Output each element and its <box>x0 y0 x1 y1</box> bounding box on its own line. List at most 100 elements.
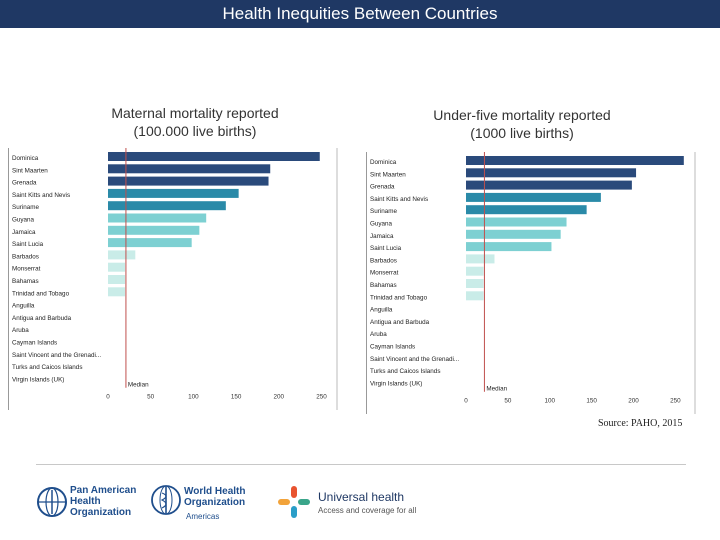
who-logo: World Health Organization Americas <box>150 484 260 524</box>
bar-1 <box>466 168 637 178</box>
paho-line-2: Health <box>70 496 101 507</box>
category-label: Virgin Islands (UK) <box>12 376 64 383</box>
bar-6 <box>466 229 561 239</box>
category-label: Sint Maarten <box>370 171 406 178</box>
category-label: Grenada <box>370 184 395 191</box>
maternal-mortality-chart: Dominica Sint Maarten Grenada Saint Kitts a… <box>8 148 338 410</box>
category-label: Dominica <box>370 159 397 166</box>
who-line-2: Organization <box>184 497 246 508</box>
uh-subtitle: Access and coverage for all <box>318 506 417 515</box>
x-tick-label: 50 <box>147 394 155 401</box>
category-label: Cayman Islands <box>12 340 57 347</box>
bar-5 <box>108 213 207 223</box>
under-five-mortality-chart: Dominica Sint Maarten Grenada Saint Kitts a… <box>366 152 696 414</box>
category-label: Bahamas <box>370 282 397 289</box>
source-note: Source: PAHO, 2015 <box>598 418 683 429</box>
category-label: Saint Kitts and Nevis <box>12 192 70 199</box>
category-label: Guyana <box>370 221 393 228</box>
category-label: Jamaica <box>370 233 394 240</box>
chart-1-title-line-2: (100.000 live births) <box>133 123 257 139</box>
x-tick-label: 50 <box>504 398 512 405</box>
category-label: Trinidad and Tobago <box>370 294 428 301</box>
x-tick-label: 100 <box>545 398 556 405</box>
category-label: Suriname <box>370 208 397 215</box>
x-tick-label: 200 <box>274 394 285 401</box>
bar-7 <box>466 242 552 252</box>
category-label: Monserrat <box>370 270 399 277</box>
category-label: Suriname <box>12 204 39 211</box>
category-label: Saint Lucia <box>12 241 44 248</box>
category-label: Aruba <box>12 327 29 334</box>
category-label: Grenada <box>12 180 37 187</box>
median-label: Median <box>486 386 507 393</box>
x-tick-label: 150 <box>586 398 597 405</box>
category-label: Virgin Islands (UK) <box>370 380 422 387</box>
bar-0 <box>466 156 684 165</box>
x-tick-label: 0 <box>464 398 468 405</box>
x-tick-label: 0 <box>106 394 110 401</box>
bar-3 <box>108 188 239 198</box>
bar-4 <box>466 205 587 215</box>
x-tick-label: 150 <box>231 394 242 401</box>
who-sub: Americas <box>186 512 220 521</box>
category-label: Bahamas <box>12 278 39 285</box>
median-label: Median <box>128 382 149 389</box>
bar-4 <box>108 201 226 211</box>
bar-2 <box>108 176 269 186</box>
category-label: Saint Lucia <box>370 245 402 252</box>
category-label: Aruba <box>370 331 387 338</box>
uh-title: Universal health <box>318 490 405 504</box>
bar-8 <box>466 254 495 264</box>
category-label: Cayman Islands <box>370 344 415 351</box>
bar-1 <box>108 164 271 174</box>
who-emblem-icon <box>151 485 181 515</box>
bar-6 <box>108 225 200 235</box>
bar-2 <box>466 180 632 190</box>
header-title: Health Inequities Between Countries <box>0 0 720 28</box>
paho-line-3: Organization <box>70 507 132 518</box>
chart-2-title-line-2: (1000 live births) <box>470 125 574 141</box>
bar-11 <box>466 291 484 301</box>
chart-2-title-line-1: Under-five mortality reported <box>433 107 611 123</box>
category-label: Sint Maarten <box>12 167 48 174</box>
bar-9 <box>108 262 126 272</box>
x-tick-label: 250 <box>670 398 681 405</box>
bar-7 <box>108 238 192 248</box>
category-label: Jamaica <box>12 229 36 236</box>
universal-health-icon <box>278 486 310 518</box>
category-label: Barbados <box>370 257 397 264</box>
chart-1-title-line-1: Maternal mortality reported <box>111 105 279 121</box>
chart-2-title: Under-five mortality reported (1000 live… <box>420 106 624 142</box>
paho-line-1: Pan American <box>70 485 137 496</box>
category-label: Barbados <box>12 253 39 260</box>
bar-3 <box>466 192 601 202</box>
category-label: Turks and Caicos Islands <box>370 368 440 375</box>
x-tick-label: 250 <box>316 394 327 401</box>
category-label: Saint Vincent and the Grenadi... <box>370 356 459 363</box>
bar-11 <box>108 287 126 297</box>
category-label: Guyana <box>12 217 35 224</box>
category-label: Anguilla <box>370 307 393 314</box>
category-label: Antigua and Barbuda <box>370 319 430 326</box>
category-label: Monserrat <box>12 266 41 273</box>
chart-1-title: Maternal mortality reported (100.000 liv… <box>98 104 292 140</box>
paho-logo: Pan American Health Organization <box>36 484 156 524</box>
category-label: Dominica <box>12 155 39 162</box>
bar-10 <box>466 279 484 288</box>
category-label: Antigua and Barbuda <box>12 315 72 322</box>
category-label: Saint Kitts and Nevis <box>370 196 428 203</box>
bar-9 <box>466 266 484 276</box>
divider <box>36 464 686 465</box>
x-tick-label: 200 <box>628 398 639 405</box>
category-label: Turks and Caicos Islands <box>12 364 82 371</box>
paho-globe-icon <box>37 487 67 517</box>
who-line-1: World Health <box>184 486 246 497</box>
bar-5 <box>466 217 567 227</box>
bar-10 <box>108 275 126 284</box>
bar-8 <box>108 250 136 260</box>
category-label: Anguilla <box>12 303 35 310</box>
bar-0 <box>108 152 320 161</box>
category-label: Saint Vincent and the Grenadi... <box>12 352 101 359</box>
x-tick-label: 100 <box>188 394 199 401</box>
universal-health-logo: Universal health Access and coverage for… <box>276 484 426 524</box>
